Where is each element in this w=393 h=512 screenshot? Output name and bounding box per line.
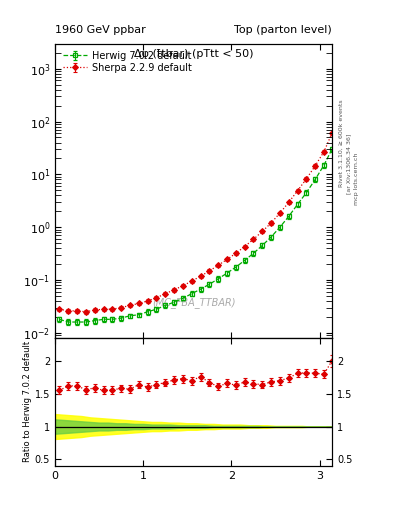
Text: 1960 GeV ppbar: 1960 GeV ppbar: [55, 25, 146, 35]
Y-axis label: Ratio to Herwig 7.0.2 default: Ratio to Herwig 7.0.2 default: [23, 342, 32, 462]
Text: [ar Xiv:1306.34 36]: [ar Xiv:1306.34 36]: [347, 134, 352, 194]
Text: mcp lots.cern.ch: mcp lots.cern.ch: [354, 153, 359, 205]
Text: Top (parton level): Top (parton level): [234, 25, 332, 35]
Text: (MC_FBA_TTBAR): (MC_FBA_TTBAR): [152, 297, 235, 308]
Text: Rivet 3.1.10, ≥ 600k events: Rivet 3.1.10, ≥ 600k events: [339, 99, 344, 187]
Text: Δφ (t̄tbar) (pTtt < 50): Δφ (t̄tbar) (pTtt < 50): [134, 50, 253, 59]
Legend: Herwig 7.0.2 default, Sherpa 2.2.9 default: Herwig 7.0.2 default, Sherpa 2.2.9 defau…: [60, 48, 195, 76]
